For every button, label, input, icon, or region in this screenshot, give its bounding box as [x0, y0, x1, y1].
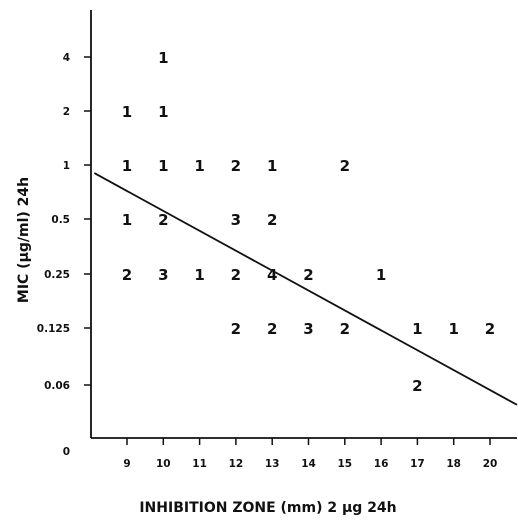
regression-line: [93, 172, 518, 406]
data-point-count: 1: [376, 266, 386, 284]
x-tick-label: 12: [229, 458, 244, 470]
data-point-count: 3: [231, 211, 241, 229]
data-point-count: 2: [267, 211, 277, 229]
data-point-count: 3: [303, 320, 313, 338]
data-point-count: 1: [412, 320, 422, 338]
x-tick-label: 17: [410, 458, 425, 470]
x-tick-label: 10: [156, 458, 171, 470]
y-tick-label: 0.06: [44, 380, 70, 392]
axes: [90, 10, 517, 439]
data-point-count: 2: [231, 157, 241, 175]
data-point-count: 2: [122, 266, 132, 284]
x-tick-label: 15: [337, 458, 352, 470]
x-tick-label: 16: [374, 458, 389, 470]
data-point-count: 1: [122, 211, 132, 229]
x-tick-label: 11: [192, 458, 207, 470]
y-tick-label: 0.125: [37, 323, 70, 335]
data-point-count: 4: [267, 266, 277, 284]
x-tick-label: 14: [301, 458, 316, 470]
data-point-count: 3: [158, 266, 168, 284]
y-tick-label: 0.25: [44, 269, 70, 281]
data-point-count: 2: [485, 320, 495, 338]
data-point-count: 2: [231, 266, 241, 284]
data-point-count: 2: [158, 211, 168, 229]
y-ticks: 0 0.06 0.125 0.25 0.5 1 2 4: [37, 52, 91, 458]
y-tick-label: 2: [63, 106, 70, 118]
data-point-count: 2: [340, 320, 350, 338]
data-point-count: 2: [303, 266, 313, 284]
data-point-count: 1: [194, 266, 204, 284]
y-tick-label: 1: [63, 160, 70, 172]
x-axis-title: INHIBITION ZONE (mm) 2 µg 24h: [139, 500, 396, 516]
x-tick-label: 20: [483, 458, 498, 470]
x-ticks: 9 10 11 12 13 14 15 16 17 18 20: [123, 438, 497, 470]
data-point-count: 1: [267, 157, 277, 175]
data-point-count: 1: [122, 157, 132, 175]
x-tick-label: 13: [265, 458, 280, 470]
data-marks: 1 1 1 1 1 1 2 1 2 1 2 3 2 2 3 1 2 4 2 1 2 2 3 2 1 1 2 2: [122, 49, 495, 395]
data-point-count: 1: [122, 103, 132, 121]
y-tick-label: 4: [63, 52, 70, 64]
y-axis-title: MIC (µg/ml) 24h: [16, 177, 32, 303]
data-point-count: 2: [267, 320, 277, 338]
x-tick-label: 18: [446, 458, 461, 470]
data-point-count: 1: [158, 49, 168, 67]
y-tick-label: 0.5: [51, 214, 70, 226]
data-point-count: 2: [412, 377, 422, 395]
data-point-count: 2: [340, 157, 350, 175]
data-point-count: 1: [158, 157, 168, 175]
y-tick-label: 0: [63, 446, 70, 458]
data-point-count: 2: [231, 320, 241, 338]
data-point-count: 1: [158, 103, 168, 121]
data-point-count: 1: [448, 320, 458, 338]
data-point-count: 1: [194, 157, 204, 175]
x-tick-label: 9: [123, 458, 130, 470]
